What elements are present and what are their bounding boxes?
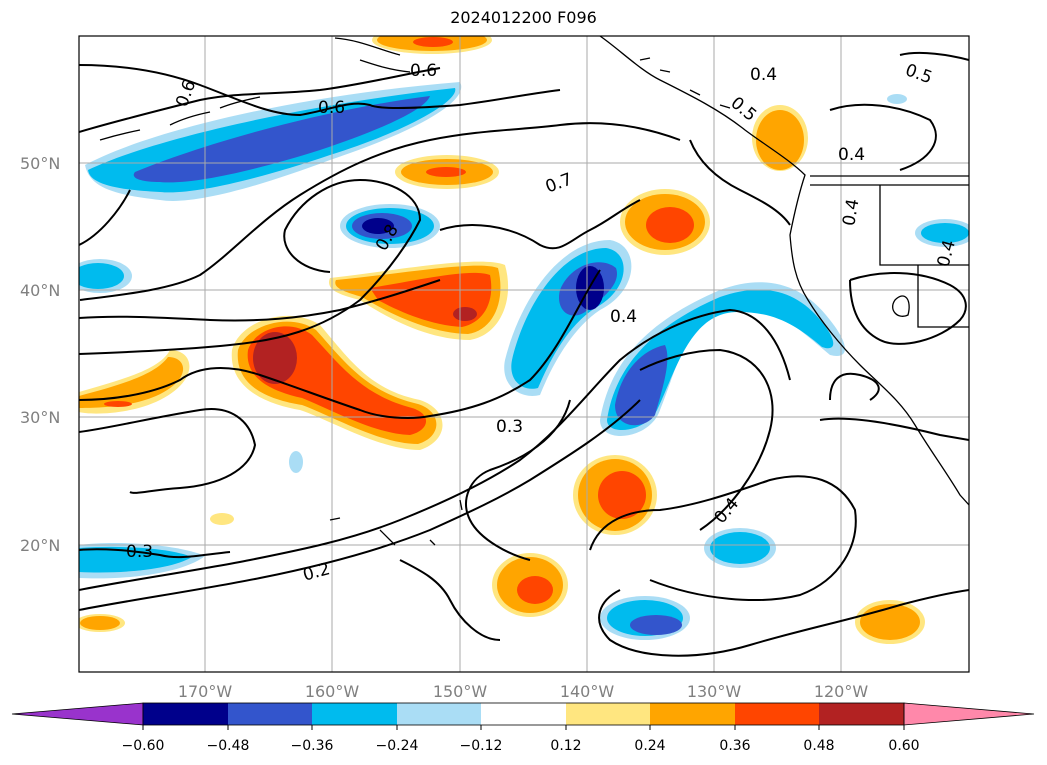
contour-label: 0.4: [750, 65, 777, 85]
lat-label-20n: 20°N: [20, 536, 60, 555]
colorbar-tick-label: −0.36: [291, 738, 334, 754]
colorbar-tick-label: −0.60: [122, 738, 165, 754]
colorbar-tick-label: −0.12: [460, 738, 503, 754]
colorbar-segment: [228, 703, 312, 725]
lat-label-40n: 40°N: [20, 281, 60, 300]
colorbar-tick-label: 0.12: [550, 738, 581, 754]
lat-label-30n: 30°N: [20, 408, 60, 427]
lon-label-160w: 160°W: [305, 682, 360, 701]
colorbar-segment: [312, 703, 397, 725]
colorbar-segment: [819, 703, 904, 725]
contour-lines: [79, 51, 969, 657]
contour-label: 0.4: [610, 307, 637, 327]
contour-label: 0.4: [839, 197, 863, 227]
colorbar-high-extend: [903, 702, 1035, 726]
colorbar-segment: [650, 703, 735, 725]
colorbar-segment: [397, 703, 481, 725]
colorbar-tick-label: 0.60: [888, 738, 919, 754]
lon-label-140w: 140°W: [560, 682, 615, 701]
contour-label: 0.6: [318, 98, 345, 118]
contour-label: 0.6: [410, 61, 437, 81]
colorbar-tick-label: 0.36: [719, 738, 750, 754]
coastlines: [99, 36, 969, 546]
map-frame: [78, 35, 970, 673]
colorbar-tick-label: −0.24: [376, 738, 419, 754]
lon-label-130w: 130°W: [687, 682, 742, 701]
colorbar: −0.60 −0.48 −0.36 −0.24 −0.12 0.12 0.24 …: [11, 702, 1035, 754]
contour-label: 0.4: [838, 145, 865, 165]
colorbar-segment: [481, 703, 566, 725]
colorbar-segment: [735, 703, 819, 725]
lon-label-120w: 120°W: [814, 682, 869, 701]
longitude-labels: 170°W 160°W 150°W 140°W 130°W 120°W: [178, 682, 869, 701]
lon-label-170w: 170°W: [178, 682, 233, 701]
latitude-labels: 50°N 40°N 30°N 20°N: [20, 154, 60, 555]
colorbar-tick-label: 0.48: [803, 738, 834, 754]
plot-title: 2024012200 F096: [450, 8, 597, 27]
lat-label-50n: 50°N: [20, 154, 60, 173]
lon-label-150w: 150°W: [433, 682, 488, 701]
graticule: [79, 36, 969, 672]
colorbar-tick-label: 0.24: [634, 738, 665, 754]
colorbar-tick-label: −0.48: [207, 738, 250, 754]
contour-label: 0.3: [126, 542, 153, 562]
colorbar-low-extend: [11, 702, 144, 726]
colorbar-segment: [566, 703, 650, 725]
colorbar-segment: [143, 703, 228, 725]
contour-label: 0.3: [496, 417, 523, 437]
